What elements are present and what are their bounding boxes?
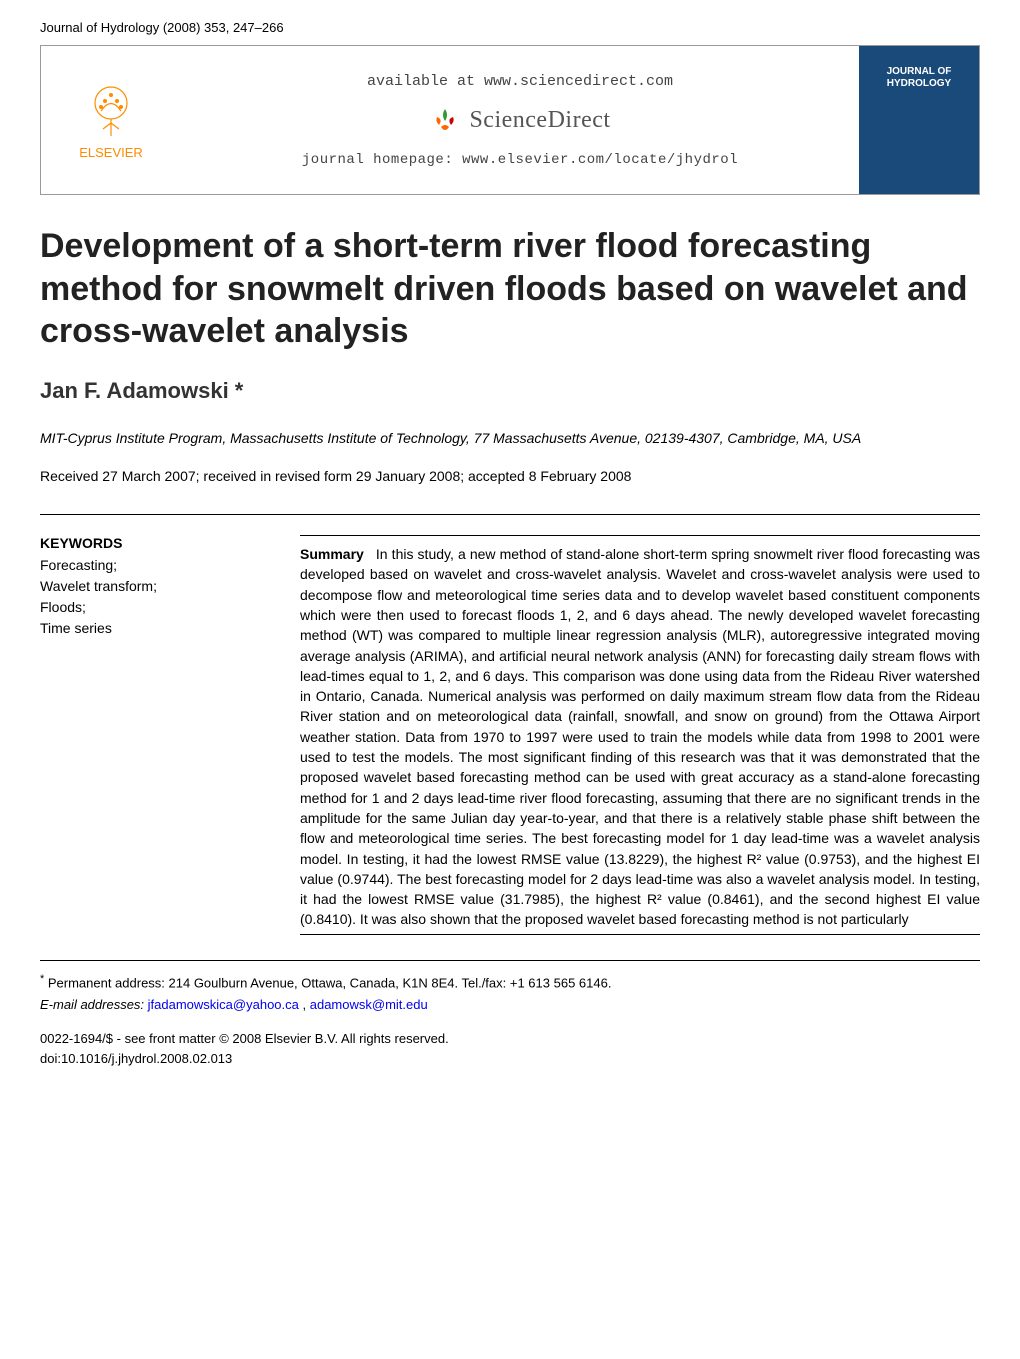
elsevier-tree-icon [81,81,141,141]
asterisk-icon: * [40,973,44,985]
sciencedirect-text: ScienceDirect [469,107,610,134]
keyword-item: Floods; [40,597,260,618]
banner-center: available at www.sciencedirect.com Scien… [181,46,859,194]
article-title: Development of a short-term river flood … [40,225,980,353]
keyword-item: Forecasting; [40,555,260,576]
elsevier-label: ELSEVIER [79,145,143,160]
author-name: Jan F. Adamowski * [40,378,980,404]
email-label: E-mail addresses: [40,997,148,1012]
keyword-item: Wavelet transform; [40,576,260,597]
available-at-text: available at www.sciencedirect.com [367,73,673,90]
abstract-block: KEYWORDS Forecasting; Wavelet transform;… [40,514,980,935]
footer-block: * Permanent address: 214 Goulburn Avenue… [40,960,980,1093]
sciencedirect-block: ScienceDirect [429,105,610,137]
keywords-heading: KEYWORDS [40,535,260,551]
cover-journal-name: JOURNAL OF HYDROLOGY [859,66,979,90]
email-footnote: E-mail addresses: jfadamowskica@yahoo.ca… [40,995,980,1015]
article-history: Received 27 March 2007; received in revi… [40,468,980,484]
summary-body: In this study, a new method of stand-alo… [300,546,980,927]
permanent-address: Permanent address: 214 Goulburn Avenue, … [48,975,612,990]
summary-label: Summary [300,546,364,562]
email-separator: , [303,997,310,1012]
article-content: Development of a short-term river flood … [0,225,1020,935]
journal-reference: Journal of Hydrology (2008) 353, 247–266 [40,20,284,35]
summary-column: Summary In this study, a new method of s… [300,535,980,935]
email-link[interactable]: jfadamowskica@yahoo.ca [148,997,299,1012]
journal-homepage-text: journal homepage: www.elsevier.com/locat… [302,152,738,168]
summary-paragraph: Summary In this study, a new method of s… [300,544,980,930]
doi-line: doi:10.1016/j.jhydrol.2008.02.013 [40,1049,980,1069]
copyright-line: 0022-1694/$ - see front matter © 2008 El… [40,1029,980,1049]
keyword-item: Time series [40,618,260,639]
copyright-block: 0022-1694/$ - see front matter © 2008 El… [40,1029,980,1068]
author-affiliation: MIT-Cyprus Institute Program, Massachuse… [40,429,980,449]
corresponding-footnote: * Permanent address: 214 Goulburn Avenue… [40,971,980,993]
running-header: Journal of Hydrology (2008) 353, 247–266 [0,0,1020,45]
publisher-banner: ELSEVIER available at www.sciencedirect.… [40,45,980,195]
journal-cover-thumbnail: JOURNAL OF HYDROLOGY [859,46,979,194]
keywords-column: KEYWORDS Forecasting; Wavelet transform;… [40,535,260,935]
elsevier-logo-block: ELSEVIER [41,46,181,194]
email-link[interactable]: adamowsk@mit.edu [310,997,428,1012]
sciencedirect-icon [429,105,461,137]
